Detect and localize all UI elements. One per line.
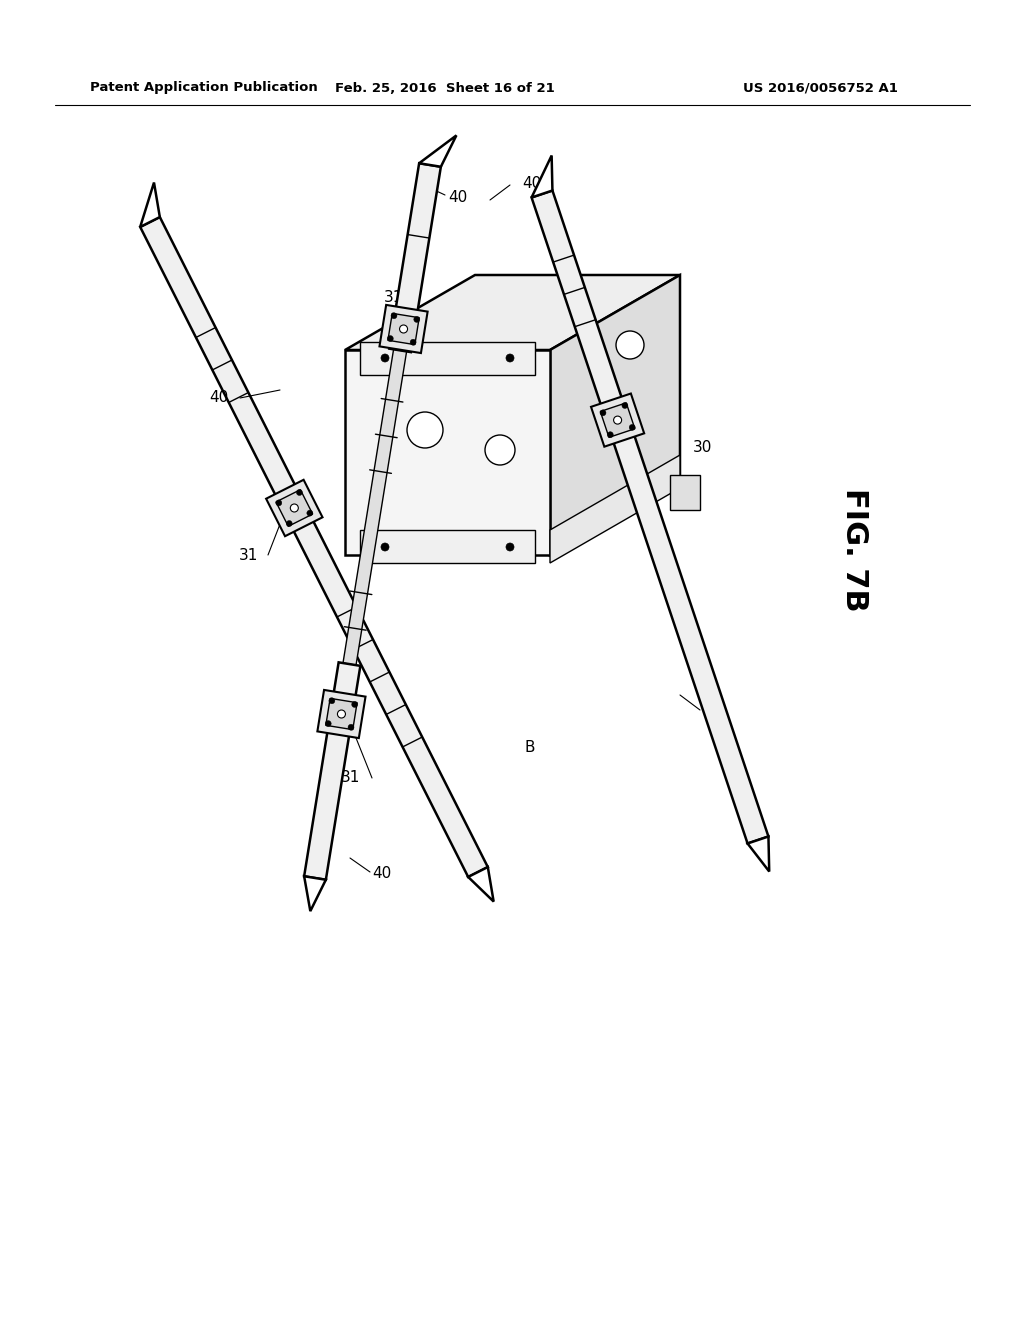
Polygon shape (531, 190, 768, 843)
Polygon shape (600, 403, 635, 437)
Circle shape (348, 725, 354, 730)
Text: US 2016/0056752 A1: US 2016/0056752 A1 (742, 82, 897, 95)
Circle shape (326, 721, 331, 726)
Polygon shape (360, 531, 535, 564)
Circle shape (616, 331, 644, 359)
Text: 40: 40 (449, 190, 467, 205)
Polygon shape (389, 164, 441, 352)
Circle shape (391, 313, 397, 318)
Circle shape (307, 510, 313, 516)
Circle shape (607, 432, 613, 438)
Polygon shape (419, 136, 457, 166)
Circle shape (351, 701, 357, 708)
Circle shape (291, 504, 298, 512)
Polygon shape (388, 313, 419, 345)
Polygon shape (380, 305, 428, 352)
Circle shape (275, 500, 282, 506)
Polygon shape (550, 275, 680, 554)
Text: Feb. 25, 2016  Sheet 16 of 21: Feb. 25, 2016 Sheet 16 of 21 (335, 82, 555, 95)
Text: B: B (524, 741, 536, 755)
Circle shape (411, 339, 416, 346)
Polygon shape (326, 698, 357, 730)
Polygon shape (531, 156, 552, 198)
Circle shape (600, 409, 606, 416)
Text: Patent Application Publication: Patent Application Publication (90, 82, 317, 95)
Circle shape (622, 403, 628, 408)
Circle shape (329, 698, 335, 704)
Polygon shape (360, 342, 535, 375)
Circle shape (414, 317, 420, 322)
Circle shape (506, 354, 514, 362)
Text: 31: 31 (384, 290, 403, 305)
Circle shape (287, 520, 292, 527)
Text: 31: 31 (341, 771, 360, 785)
Circle shape (506, 543, 514, 550)
Polygon shape (140, 182, 160, 227)
Circle shape (296, 490, 302, 495)
Polygon shape (345, 350, 550, 554)
Polygon shape (304, 663, 360, 879)
Text: 30: 30 (693, 441, 713, 455)
Circle shape (381, 354, 389, 362)
Text: 40: 40 (209, 389, 228, 404)
Circle shape (399, 325, 408, 333)
Polygon shape (266, 479, 323, 536)
Text: FIG. 7B: FIG. 7B (841, 488, 869, 611)
Polygon shape (276, 490, 312, 527)
Text: 40: 40 (703, 705, 722, 719)
Circle shape (613, 416, 622, 424)
Circle shape (407, 412, 443, 447)
Polygon shape (317, 690, 366, 738)
Polygon shape (140, 216, 487, 876)
Circle shape (338, 710, 345, 718)
Polygon shape (345, 275, 680, 350)
Polygon shape (304, 876, 326, 911)
Circle shape (387, 335, 393, 342)
Text: 40: 40 (522, 176, 542, 190)
Polygon shape (748, 837, 769, 871)
Text: 40: 40 (372, 866, 391, 880)
Text: 31: 31 (239, 549, 258, 564)
Polygon shape (468, 867, 494, 902)
Polygon shape (591, 393, 644, 446)
Polygon shape (343, 350, 407, 665)
Circle shape (485, 436, 515, 465)
Polygon shape (550, 455, 680, 564)
Circle shape (381, 543, 389, 550)
Polygon shape (670, 475, 700, 510)
Circle shape (629, 425, 635, 430)
